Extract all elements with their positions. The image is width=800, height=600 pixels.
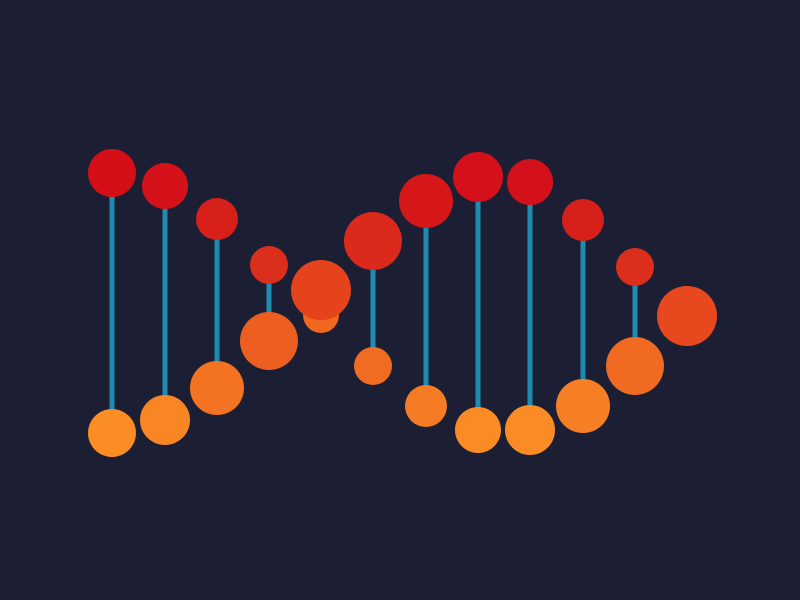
helix-node [657, 286, 717, 346]
helix-node [354, 347, 392, 385]
helix-node [88, 149, 136, 197]
helix-node [140, 395, 190, 445]
helix-node [240, 312, 298, 370]
helix-node [453, 152, 503, 202]
helix-node [196, 198, 238, 240]
helix-nodes-front [291, 260, 717, 346]
helix-node [606, 337, 664, 395]
helix-strand-top [88, 149, 654, 286]
helix-node [250, 246, 288, 284]
helix-node [405, 385, 447, 427]
helix-node [142, 163, 188, 209]
helix-node [399, 174, 453, 228]
helix-node [507, 159, 553, 205]
helix-strand-bottom [88, 312, 664, 457]
helix-node [556, 379, 610, 433]
helix-node [562, 199, 604, 241]
helix-node [344, 212, 402, 270]
helix-node [455, 407, 501, 453]
helix-node [88, 409, 136, 457]
helix-node [505, 405, 555, 455]
helix-node [291, 260, 351, 320]
helix-node [190, 361, 244, 415]
helix-node [616, 248, 654, 286]
